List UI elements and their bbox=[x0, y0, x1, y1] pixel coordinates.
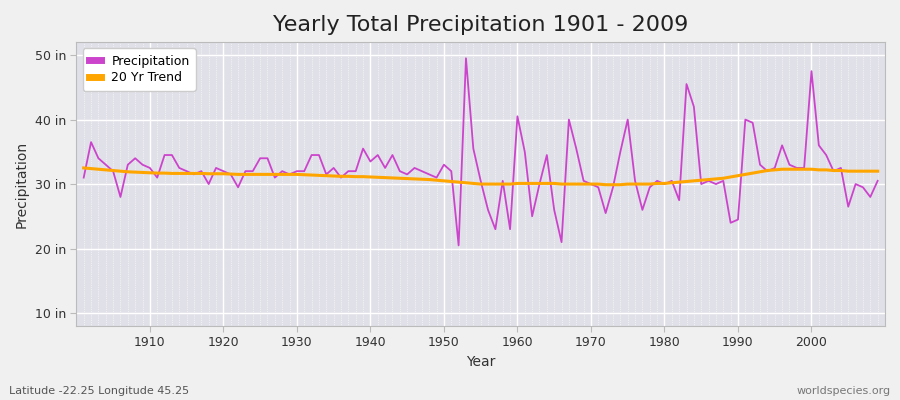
Title: Yearly Total Precipitation 1901 - 2009: Yearly Total Precipitation 1901 - 2009 bbox=[273, 15, 688, 35]
Y-axis label: Precipitation: Precipitation bbox=[15, 140, 29, 228]
Precipitation bbox=[454, 243, 464, 248]
20 Yr Trend bbox=[872, 169, 883, 174]
Precipitation bbox=[137, 162, 148, 167]
Precipitation bbox=[615, 150, 626, 154]
20 Yr Trend bbox=[78, 166, 89, 170]
Legend: Precipitation, 20 Yr Trend: Precipitation, 20 Yr Trend bbox=[83, 48, 196, 91]
Precipitation bbox=[343, 169, 354, 174]
Line: Precipitation: Precipitation bbox=[84, 58, 878, 245]
Precipitation bbox=[78, 175, 89, 180]
Line: 20 Yr Trend: 20 Yr Trend bbox=[84, 168, 878, 185]
Precipitation bbox=[872, 178, 883, 183]
Precipitation bbox=[519, 150, 530, 154]
20 Yr Trend bbox=[600, 182, 611, 187]
20 Yr Trend bbox=[343, 174, 354, 179]
20 Yr Trend bbox=[608, 182, 618, 187]
Precipitation bbox=[299, 169, 310, 174]
Precipitation bbox=[461, 56, 472, 61]
20 Yr Trend bbox=[137, 170, 148, 175]
Text: Latitude -22.25 Longitude 45.25: Latitude -22.25 Longitude 45.25 bbox=[9, 386, 189, 396]
20 Yr Trend bbox=[505, 182, 516, 186]
X-axis label: Year: Year bbox=[466, 355, 495, 369]
20 Yr Trend bbox=[512, 181, 523, 186]
Precipitation bbox=[526, 214, 537, 219]
20 Yr Trend bbox=[299, 172, 310, 177]
Text: worldspecies.org: worldspecies.org bbox=[796, 386, 891, 396]
